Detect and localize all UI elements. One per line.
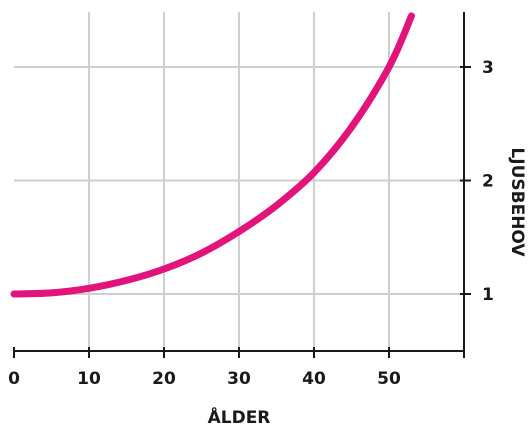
grid [14,12,464,351]
x-tick-label-50: 50 [377,369,401,389]
y-tick-label-1: 1 [482,285,494,305]
y-axis-title: LJUSBEHOV [507,147,527,257]
tick-labels: 0 10 20 30 40 50 1 2 3 [8,58,494,389]
x-tick-label-20: 20 [152,369,176,389]
x-axis-title: ÅLDER [208,405,271,428]
series-layer [10,12,415,298]
y-tick-label-2: 2 [482,172,494,192]
x-tick-label-10: 10 [77,369,101,389]
y-tick-label-3: 3 [482,58,494,78]
axes [13,12,471,358]
series-line-0 [10,12,415,298]
x-tick-label-0: 0 [8,369,20,389]
x-tick-label-40: 40 [302,369,326,389]
x-tick-label-30: 30 [227,369,251,389]
